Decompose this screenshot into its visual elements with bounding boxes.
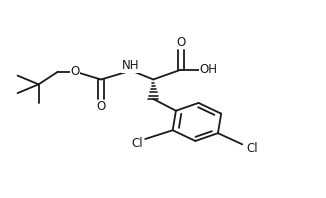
Text: O: O <box>176 36 185 49</box>
Text: NH: NH <box>122 59 140 72</box>
Text: O: O <box>70 65 80 78</box>
Text: Cl: Cl <box>131 137 143 150</box>
Text: O: O <box>96 100 106 113</box>
Text: OH: OH <box>199 63 217 76</box>
Text: Cl: Cl <box>246 142 258 155</box>
